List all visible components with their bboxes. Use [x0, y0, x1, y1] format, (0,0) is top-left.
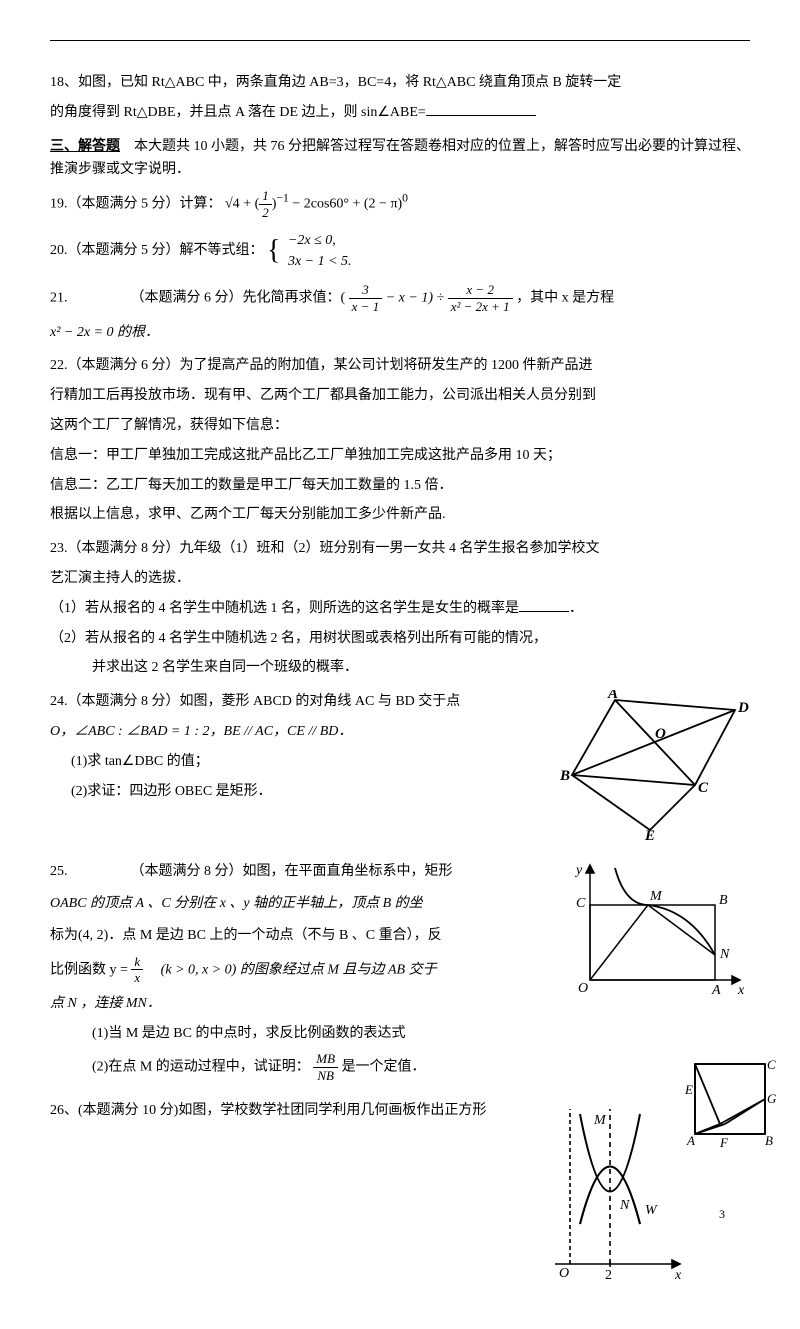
q25-figure: y x O A B C M N: [570, 860, 750, 1000]
q21-f1-den: x − 1: [349, 299, 383, 315]
q22-l2: 行精加工后再投放市场．现有甲、乙两个工厂都具备加工能力，公司派出相关人员分别到: [50, 384, 750, 408]
q20-case2: 3x − 1 < 5.: [284, 251, 352, 272]
question-25: y x O A B C M N 25. （本题满分 8 分）如图，在平面直角坐标…: [50, 860, 750, 1089]
par-x: x: [674, 1268, 682, 1283]
q25-l4a: 比例函数 y =: [50, 962, 131, 977]
fig-label-A25: A: [711, 983, 721, 998]
q18-line2: 的角度得到 Rt△DBE，并且点 A 落在 DE 边上，则 sin∠ABE=: [50, 101, 750, 125]
q25-frac-mbnb: MBNB: [313, 1051, 338, 1083]
fig-label-x: x: [737, 983, 745, 998]
question-23: 23.（本题满分 8 分）九年级（1）班和（2）班分别有一男一女共 4 名学生报…: [50, 537, 750, 680]
q25-sub2a: (2)在点 M 的运动过程中，试证明：: [92, 1060, 310, 1075]
q23-sub1: （1）若从报名的 4 名学生中随机选 1 名，则所选的这名学生是女生的概率是 ．: [50, 597, 750, 621]
fig-label-E: E: [644, 828, 655, 840]
section-3-rest: 本大题共 10 小题，共 76 分把解答过程写在答题卷相对应的位置上，解答时应写…: [50, 139, 750, 178]
q23-sub2: （2）若从报名的 4 名学生中随机选 2 名，用树状图或表格列出所有可能的情况，: [50, 627, 750, 651]
q21-frac1: 3x − 1: [349, 282, 383, 314]
q20-case1: −2x ≤ 0,: [284, 230, 352, 251]
q18-line1: 18、如图，已知 Rt△ABC 中，两条直角边 AB=3，BC=4，将 Rt△A…: [50, 71, 750, 95]
q26-square-figure: C E G A F B: [685, 1059, 780, 1154]
q19-prefix: 19.（本题满分 5 分）计算：: [50, 197, 222, 212]
fig-label-O: O: [655, 726, 666, 742]
fig-label-y: y: [574, 863, 583, 878]
q25-nb: NB: [313, 1068, 338, 1084]
q21-f2-num: x − 2: [448, 282, 513, 299]
page-top-rule: [50, 40, 750, 41]
q25-sub2: (2)在点 M 的运动过程中，试证明： MBNB 是一个定值．: [50, 1051, 750, 1083]
q20-prefix: 20.（本题满分 5 分）解不等式组：: [50, 244, 264, 259]
q21-line2: x² − 2x = 0 的根．: [50, 321, 750, 345]
q18-blank: [426, 102, 536, 116]
section-3-header: 三、解答题: [50, 139, 120, 154]
q24-figure: A D C B O E: [560, 690, 750, 840]
q21-frac2: x − 2x² − 2x + 1: [448, 282, 513, 314]
q19-frac-num: 1: [259, 188, 272, 205]
fig-label-B: B: [560, 768, 570, 784]
q19-pow2: 0: [402, 192, 408, 205]
q18-line2-text: 的角度得到 Rt△DBE，并且点 A 落在 DE 边上，则 sin∠ABE=: [50, 105, 426, 120]
q19-formula: √4 + (12)−1 − 2cos60° + (2 − π)0: [225, 188, 408, 220]
q25-sub1: (1)当 M 是边 BC 的中点时，求反比例函数的表达式: [50, 1022, 750, 1046]
q22-l6: 根据以上信息，求甲、乙两个工厂每天分别能加工多少件新产品.: [50, 503, 750, 527]
q22-l4: 信息一：甲工厂单独加工完成这批产品比乙工厂单独加工完成这批产品多用 10 天；: [50, 444, 750, 468]
q25-l4b: (k > 0, x > 0) 的图象经过点 M 且与边 AB 交于: [147, 962, 437, 977]
sq-A: A: [686, 1133, 695, 1148]
q25-kx-den: x: [131, 970, 143, 986]
q21-mid1: − x − 1) ÷: [386, 291, 448, 306]
q23-l1: 23.（本题满分 8 分）九年级（1）班和（2）班分别有一男一女共 4 名学生报…: [50, 537, 750, 561]
q21-prefix: 21. （本题满分 6 分）先化简再求值：(: [50, 291, 345, 306]
par-N: N: [619, 1198, 630, 1213]
par-M: M: [593, 1113, 607, 1128]
page-number: 3: [719, 1204, 725, 1224]
sq-G: G: [767, 1091, 777, 1106]
par-O: O: [559, 1266, 569, 1281]
q24-l2-text: O，∠ABC : ∠BAD = 1 : 2，BE // AC，CE // BD．: [50, 724, 352, 739]
q21-f1-num: 3: [349, 282, 383, 299]
question-20: 20.（本题满分 5 分）解不等式组： { −2x ≤ 0, 3x − 1 < …: [50, 230, 750, 272]
q25-mb: MB: [313, 1051, 338, 1068]
sq-E: E: [685, 1082, 693, 1097]
question-21: 21. （本题满分 6 分）先化简再求值：( 3x − 1 − x − 1) ÷…: [50, 282, 750, 344]
sq-F: F: [719, 1135, 729, 1150]
q25-sub2b: 是一个定值．: [342, 1060, 426, 1075]
q19-frac-den: 2: [259, 205, 272, 221]
q23-l2: 艺汇演主持人的选拔．: [50, 567, 750, 591]
q19-sqrt: √4: [225, 197, 240, 212]
q19-pow1: −1: [276, 192, 288, 205]
question-22: 22.（本题满分 6 分）为了提高产品的附加值，某公司计划将研发生产的 1200…: [50, 354, 750, 527]
q25-frac-kx: kx: [131, 954, 143, 986]
fig-label-C: C: [698, 780, 709, 796]
q23-sub3: 并求出这 2 名学生来自同一个班级的概率．: [50, 656, 750, 680]
q25-kx-num: k: [131, 954, 143, 971]
fig-label-M: M: [649, 889, 663, 904]
q23-sub1-text: （1）若从报名的 4 名学生中随机选 1 名，则所选的这名学生是女生的概率是: [50, 601, 519, 616]
q21-f2-den: x² − 2x + 1: [448, 299, 513, 315]
fig-label-C25: C: [576, 896, 586, 911]
q21-line1: 21. （本题满分 6 分）先化简再求值：( 3x − 1 − x − 1) ÷…: [50, 282, 750, 314]
question-26: C E G A F B: [50, 1099, 750, 1279]
brace-icon: {: [267, 237, 280, 265]
q22-l3: 这两个工厂了解情况，获得如下信息：: [50, 414, 750, 438]
fig-label-B25: B: [719, 893, 728, 908]
par-W: W: [645, 1203, 658, 1218]
q20-cases: −2x ≤ 0, 3x − 1 < 5.: [284, 230, 352, 272]
q26-parabola-figure: M N W O 2 x: [550, 1099, 690, 1289]
q21-tail: ，其中 x 是方程: [516, 291, 614, 306]
sq-B: B: [765, 1133, 773, 1148]
fig-label-N: N: [719, 947, 730, 962]
sq-C: C: [767, 1059, 776, 1072]
q22-l5: 信息二：乙工厂每天加工的数量是甲工厂每天加工数量的 1.5 倍．: [50, 474, 750, 498]
q19-mid: − 2cos60° + (2 − π): [292, 197, 402, 212]
question-19: 19.（本题满分 5 分）计算： √4 + (12)−1 − 2cos60° +…: [50, 188, 750, 220]
fig-label-A: A: [607, 690, 618, 702]
q23-sub1-tail: ．: [569, 601, 583, 616]
par-2: 2: [605, 1268, 612, 1283]
question-24: A D C B O E 24.（本题满分 8 分）如图，菱形 ABCD 的对角线…: [50, 690, 750, 850]
fig-label-D: D: [737, 700, 749, 716]
q23-blank: [519, 598, 569, 612]
q22-l1: 22.（本题满分 6 分）为了提高产品的附加值，某公司计划将研发生产的 1200…: [50, 354, 750, 378]
fig-label-O: O: [578, 981, 588, 996]
question-18: 18、如图，已知 Rt△ABC 中，两条直角边 AB=3，BC=4，将 Rt△A…: [50, 71, 750, 125]
section-3: 三、解答题 本大题共 10 小题，共 76 分把解答过程写在答题卷相对应的位置上…: [50, 135, 750, 183]
